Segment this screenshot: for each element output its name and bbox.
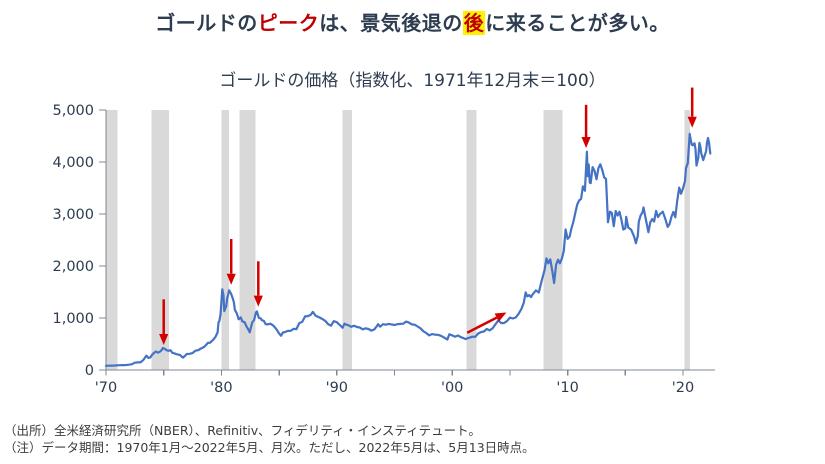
- title-segment-1: ゴールドの: [155, 11, 258, 35]
- y-tick-label: 3,000: [52, 207, 94, 223]
- peak-arrow-1975-head: [159, 334, 169, 345]
- y-tick-label: 4,000: [52, 155, 94, 171]
- gold-price-index: [104, 132, 712, 367]
- recession-band: [106, 110, 118, 370]
- recession-band: [221, 110, 229, 370]
- y-tick-label: 1,000: [52, 311, 94, 327]
- uptrend-arrow-2001: [466, 316, 498, 334]
- recession-band: [684, 110, 690, 370]
- x-tick-label: '70: [95, 380, 117, 396]
- page-title: ゴールドのピークは、景気後退の後に来ることが多い。: [0, 7, 825, 36]
- data-period-note: （注）データ期間：1970年1月～2022年5月、月次。ただし、2022年5月は…: [4, 440, 535, 455]
- y-tick-label: 0: [85, 363, 94, 379]
- title-segment-2: は、景気後退の: [319, 11, 463, 35]
- x-tick-label: '20: [672, 380, 694, 396]
- title-accent-peak: ピーク: [257, 11, 320, 35]
- peak-arrow-1980-head: [226, 273, 236, 285]
- x-tick-label: '80: [210, 380, 232, 396]
- peak-arrow-1983-head: [253, 295, 263, 307]
- title-highlight-after: 後: [462, 11, 486, 35]
- peak-arrow-2020-head: [687, 116, 697, 128]
- chart-title: ゴールドの価格（指数化、1971年12月末＝100）: [219, 71, 606, 91]
- footnotes: （出所）全米経済研究所（NBER）、Refinitiv、フィデリティ・インスティ…: [4, 422, 535, 456]
- uptrend-arrow-2001-head: [494, 312, 507, 322]
- y-tick-label: 2,000: [52, 259, 94, 275]
- recession-band: [466, 110, 477, 370]
- title-segment-3: に来ることが多い。: [485, 11, 670, 35]
- recession-band: [151, 110, 169, 370]
- recession-band: [239, 110, 256, 370]
- x-tick-label: '10: [556, 380, 578, 396]
- recession-band: [342, 110, 352, 370]
- y-tick-label: 5,000: [52, 103, 94, 119]
- x-tick-label: '00: [441, 380, 463, 396]
- source-note: （出所）全米経済研究所（NBER）、Refinitiv、フィデリティ・インスティ…: [4, 423, 481, 438]
- x-tick-label: '90: [326, 380, 348, 396]
- recession-band: [543, 110, 563, 370]
- peak-arrow-2011-head: [581, 137, 591, 148]
